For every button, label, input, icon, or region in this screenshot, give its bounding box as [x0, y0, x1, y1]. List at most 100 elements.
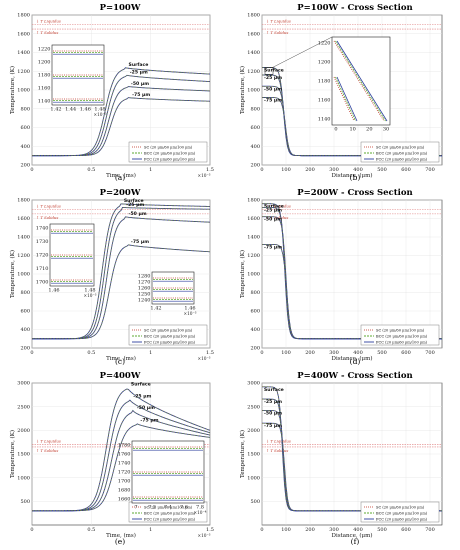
solidus-label: ↑ T Solidus [266, 448, 288, 453]
inset-y-tick: 1180 [318, 79, 331, 85]
curve-label: -50 μm [264, 217, 282, 223]
inset-x-tick: 7.2 [148, 505, 156, 511]
legend-entry-sc: SC (20 μm/60 μm/100 μm) [376, 328, 425, 332]
inset-y-tick: 1760 [118, 452, 131, 458]
inset-y-tick: 1270 [138, 280, 151, 286]
inset-y-tick: 1730 [36, 239, 49, 245]
inset-x-tick: 7.6 [180, 505, 188, 511]
curve-label: -75 μm [132, 92, 150, 98]
series-line-sc [32, 216, 211, 339]
y-tick-label: 1400 [17, 50, 30, 56]
inset-x-tick: 1.42 [50, 107, 61, 113]
legend: SC (20 μm/60 μm/100 μm) BCC (20 μm/60 μm/… [128, 324, 208, 346]
zoom-connector [272, 36, 333, 68]
x-tick-label: 200 [305, 527, 315, 533]
legend-box [128, 324, 208, 346]
curve-label: Surface [264, 387, 284, 393]
panel-caption: (c) [115, 357, 125, 366]
inset-y-tick: 1160 [318, 98, 331, 104]
y-tick-label: 200 [20, 346, 30, 352]
inset-series-line [336, 40, 388, 122]
y-tick-label: 2000 [17, 428, 30, 434]
y-tick-label: 1000 [247, 475, 260, 481]
inset-x-exponent: ×10⁻³ [93, 112, 106, 118]
legend-entry-fcc: FCC (20 μm/60 μm/100 μm) [144, 517, 196, 521]
x-tick-label: 400 [353, 350, 363, 356]
inset-x-tick: 1.44 [65, 107, 76, 113]
x-tick-label: 0.5 [87, 167, 95, 173]
x-tick-label: 500 [377, 350, 387, 356]
inset-x-tick: 0 [334, 127, 337, 133]
x-tick-label: 0.5 [87, 350, 95, 356]
y-tick-label: 600 [20, 125, 30, 131]
y-tick-label: 2500 [17, 404, 30, 410]
y-tick-label: 1600 [17, 216, 30, 222]
y-axis-label: Temperature, (K) [239, 430, 246, 478]
panel-title: P=200W [100, 188, 141, 198]
panel-title: P=400W [100, 371, 141, 381]
x-tick-label: 200 [305, 350, 315, 356]
y-tick-label: 500 [20, 499, 30, 505]
x-axis-label: Distance, (μm) [332, 172, 373, 179]
panel-caption: (d) [350, 357, 361, 366]
inset-x-tick: 1.46 [184, 306, 195, 312]
x-axis-label: Distance, (μm) [332, 532, 373, 539]
inset-y-tick: 1740 [118, 461, 131, 467]
solidus-label: ↑ T Solidus [36, 448, 58, 453]
legend: SC (20 μm/60 μm/100 μm) BCC (20 μm/60 μm/… [360, 501, 440, 523]
x-tick-label: 0 [30, 167, 33, 173]
x-exponent: ×10⁻³ [197, 533, 210, 539]
legend-box [360, 501, 440, 523]
curve-label: Surface [264, 204, 284, 210]
inset-y-tick: 1140 [318, 117, 331, 123]
legend-entry-bcc: BCC (20 μm/60 μm/100 μm) [144, 334, 196, 338]
inset-y-tick: 1260 [138, 286, 151, 292]
y-axis-label: Temperature, (K) [9, 430, 16, 478]
y-tick-label: 800 [20, 106, 30, 112]
y-tick-label: 1400 [247, 235, 260, 241]
y-tick-label: 200 [250, 163, 260, 169]
inset-x-tick: 1.46 [48, 288, 59, 294]
series-line-bcc [32, 423, 211, 512]
y-tick-label: 2500 [247, 404, 260, 410]
y-tick-label: 400 [250, 144, 260, 150]
inset-y-tick: 1220 [38, 47, 51, 53]
inset-x-tick: 7 [134, 505, 137, 511]
x-tick-label: 300 [329, 167, 339, 173]
curve-label: -75 μm [264, 98, 282, 104]
liquidus-label: ↓ T Liquidus [266, 439, 291, 444]
inset-series-line [333, 76, 355, 122]
y-tick-label: 3000 [247, 381, 260, 387]
x-axis-label: Time, (ms) [106, 532, 136, 539]
legend-entry-fcc: FCC (20 μm/60 μm/100 μm) [144, 157, 196, 161]
inset-y-tick: 1220 [318, 41, 331, 47]
inset-inset: 1660 1680 1700 1720 1740 1760 1780 7 7.2 7.4 7.6 7.… [118, 440, 207, 516]
legend-box [360, 324, 440, 346]
x-tick-label: 100 [281, 527, 291, 533]
y-tick-label: 2000 [247, 428, 260, 434]
curve-label: -50 μm [129, 211, 147, 217]
series-line-sc [32, 423, 211, 511]
series-line-bcc [32, 207, 211, 339]
inset-y-tick: 1720 [118, 470, 131, 476]
x-tick-label: 1.5 [206, 167, 214, 173]
panel-title: P=200W - Cross Section [297, 188, 412, 198]
x-tick-label: 0.5 [87, 527, 95, 533]
y-tick-label: 400 [20, 327, 30, 333]
series-line-sc [32, 97, 211, 156]
inset-x-exponent: ×10⁻³ [183, 311, 196, 317]
liquidus-label: ↓ T Liquidus [266, 203, 291, 208]
inset-y-tick: 1140 [38, 99, 51, 105]
x-tick-label: 0 [260, 527, 263, 533]
x-tick-label: 700 [425, 167, 435, 173]
y-tick-label: 1000 [17, 88, 30, 94]
y-axis-label: Temperature, (K) [239, 66, 246, 114]
y-tick-label: 1200 [247, 69, 260, 75]
y-tick-label: 800 [20, 290, 30, 296]
curve-label: Surface [129, 62, 149, 68]
series-line-bcc [32, 399, 211, 512]
x-tick-label: 600 [401, 350, 411, 356]
legend-entry-fcc: FCC (20 μm/60 μm/100 μm) [144, 340, 196, 344]
legend-box [360, 141, 440, 163]
